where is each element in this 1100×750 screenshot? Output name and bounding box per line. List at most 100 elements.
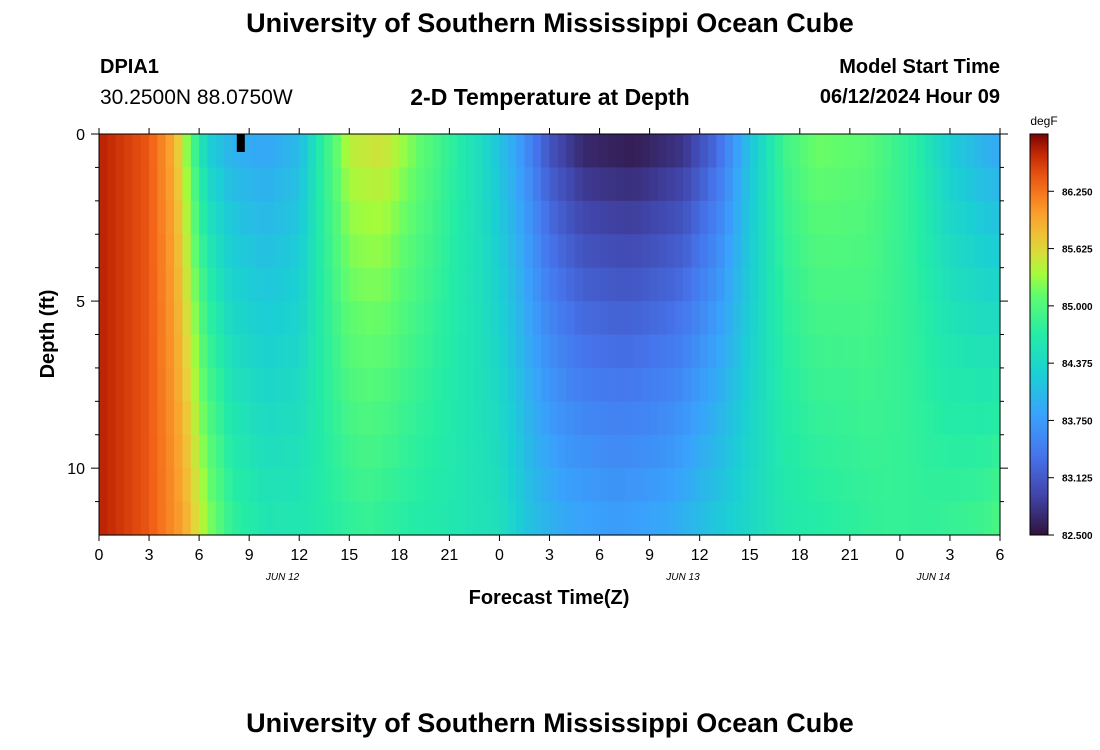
heatmap-cell [99,501,108,536]
heatmap-cell [399,267,409,302]
heatmap-cell [165,134,175,169]
heatmap-cell [657,200,667,235]
heatmap-cell [416,501,425,536]
heatmap-cell [758,434,767,469]
heatmap-cell [249,367,259,402]
heatmap-cell [416,134,425,169]
heatmap-cell [849,434,859,469]
heatmap-cell [783,234,793,269]
heatmap-cell [390,501,400,536]
heatmap-cell [866,167,876,202]
heatmap-cell [699,334,709,369]
heatmap-cell [466,434,476,469]
heatmap-cell [607,434,617,469]
heatmap-cell [649,134,659,169]
heatmap-cell [958,267,968,302]
heatmap-cell [140,234,150,269]
heatmap-cell [549,234,559,269]
heatmap-cell [332,200,342,235]
heatmap-cell [824,434,834,469]
heatmap-cell [282,267,292,302]
heatmap-cell [774,334,784,369]
heatmap-cell [315,334,325,369]
heatmap-cell [374,401,384,436]
heatmap-cell [407,367,417,402]
heatmap-cell [716,200,726,235]
heatmap-cell [941,301,951,336]
heatmap-cell [582,234,592,269]
heatmap-cell [557,301,567,336]
heatmap-cell [507,367,517,402]
heatmap-cell [557,367,567,402]
heatmap-cell [741,167,751,202]
heatmap-cell [499,334,509,369]
heatmap-cell [332,167,342,202]
heatmap-cell [215,134,225,169]
heatmap-cell [741,501,751,536]
heatmap-cell [983,401,993,436]
heatmap-cell [933,234,943,269]
heatmap-cell [299,134,309,169]
heatmap-cell [924,301,934,336]
x-tick-label: 0 [95,547,104,564]
heatmap-cell [199,301,209,336]
heatmap-cell [724,401,734,436]
heatmap-cell [591,468,601,503]
heatmap-cell [432,267,442,302]
heatmap-cell [224,267,234,302]
heatmap-cell [124,367,133,402]
heatmap-cell [190,367,200,402]
heatmap-cell [416,301,425,336]
heatmap-cell [466,401,476,436]
heatmap-cell [657,501,667,536]
heatmap-cell [991,200,1001,235]
heatmap-cell [349,267,359,302]
heatmap-cell [766,468,776,503]
heatmap-cell [199,501,209,536]
heatmap-cell [224,468,234,503]
x-tick-label: 6 [595,547,604,564]
heatmap-cell [591,367,601,402]
heatmap-cell [524,501,534,536]
heatmap-cell [649,267,659,302]
heatmap-cell [265,501,275,536]
heatmap-cell [466,501,476,536]
heatmap-cell [424,434,434,469]
heatmap-cell [340,501,350,536]
heatmap-cell [816,367,826,402]
heatmap-cell [624,468,634,503]
heatmap-cell [641,234,651,269]
heatmap-cell [124,401,133,436]
heatmap-cell [399,434,409,469]
heatmap-cell [874,167,884,202]
heatmap-cell [532,234,542,269]
heatmap-cell [124,468,133,503]
heatmap-cell [357,401,367,436]
heatmap-cell [607,501,617,536]
heatmap-cell [649,200,659,235]
heatmap-cell [716,501,726,536]
heatmap-cell [340,167,350,202]
heatmap-cell [474,334,484,369]
heatmap-cell [432,167,442,202]
heatmap-cell [416,334,425,369]
heatmap-cell [349,401,359,436]
heatmap-cell [682,167,692,202]
heatmap-cell [257,334,267,369]
heatmap-cell [974,334,984,369]
heatmap-cell [566,301,576,336]
heatmap-cell [332,367,342,402]
heatmap-cell [933,301,943,336]
heatmap-cell [708,200,717,235]
heatmap-cell [774,167,784,202]
heatmap-cell [532,134,542,169]
heatmap-cell [382,434,392,469]
heatmap-cell [265,401,275,436]
heatmap-cell [599,267,609,302]
heatmap-cell [966,367,976,402]
heatmap-cell [207,200,217,235]
heatmap-cell [491,167,501,202]
heatmap-cell [641,134,651,169]
heatmap-cell [124,167,133,202]
heatmap-cell [682,468,692,503]
